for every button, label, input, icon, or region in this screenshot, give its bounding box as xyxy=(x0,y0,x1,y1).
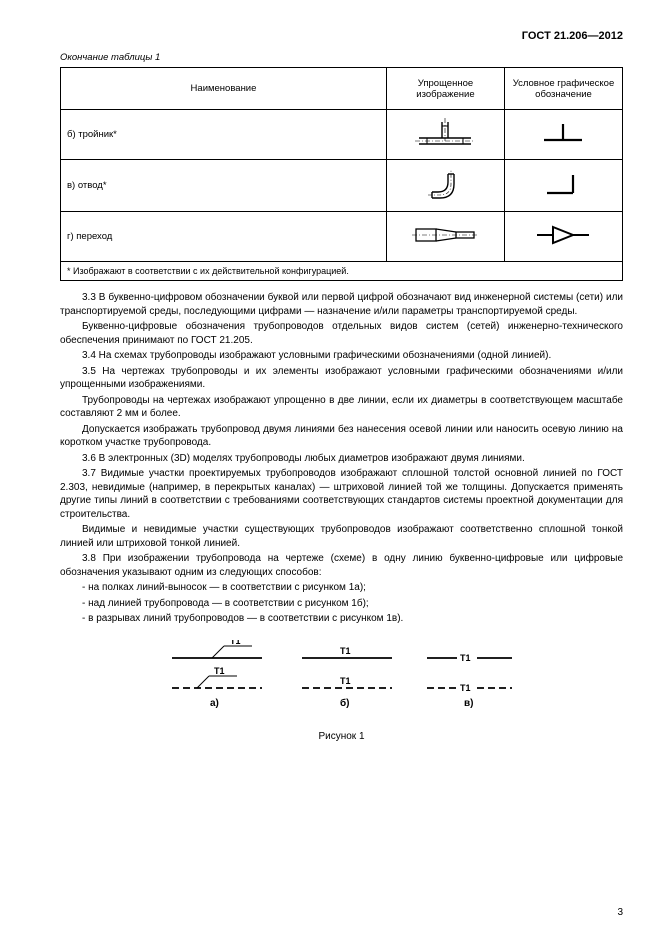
list-item: - на полках линий-выносок — в соответств… xyxy=(60,581,623,595)
paragraph: Видимые и невидимые участки существующих… xyxy=(60,523,623,550)
tee-conventional-icon xyxy=(504,110,622,160)
svg-text:Т1: Т1 xyxy=(214,666,225,676)
tee-simplified-icon xyxy=(386,110,504,160)
body-text: 3.3 В буквенно-цифровом обозначении букв… xyxy=(60,291,623,626)
list-item: - в разрывах линий трубопроводов — в соо… xyxy=(60,612,623,626)
table-row: б) тройник* xyxy=(61,110,623,160)
row-label: в) отвод* xyxy=(61,160,387,212)
document-code: ГОСТ 21.206—2012 xyxy=(60,30,623,42)
reducer-simplified-icon xyxy=(386,212,504,262)
list-item: - над линией трубопровода — в соответств… xyxy=(60,597,623,611)
header-name: Наименование xyxy=(61,68,387,110)
elbow-simplified-icon xyxy=(386,160,504,212)
table-1: Наименование Упрощенное изображение Усло… xyxy=(60,67,623,281)
elbow-conventional-icon xyxy=(504,160,622,212)
table-row: г) переход xyxy=(61,212,623,262)
table-footnote: * Изображают в соответствии с их действи… xyxy=(61,262,623,281)
header-simplified: Упрощенное изображение xyxy=(386,68,504,110)
figure-1-svg: Т1 Т1 а) Т1 Т1 б) Т1 Т1 в) xyxy=(152,640,532,720)
row-label: г) переход xyxy=(61,212,387,262)
svg-text:в): в) xyxy=(464,698,473,709)
svg-text:Т1: Т1 xyxy=(460,653,471,663)
paragraph: 3.7 Видимые участки проектируемых трубоп… xyxy=(60,467,623,521)
table-header-row: Наименование Упрощенное изображение Усло… xyxy=(61,68,623,110)
row-label: б) тройник* xyxy=(61,110,387,160)
figure-1: Т1 Т1 а) Т1 Т1 б) Т1 Т1 в) Рисунок 1 xyxy=(60,640,623,742)
reducer-conventional-icon xyxy=(504,212,622,262)
paragraph: 3.3 В буквенно-цифровом обозначении букв… xyxy=(60,291,623,318)
page: ГОСТ 21.206—2012 Окончание таблицы 1 Наи… xyxy=(0,0,661,936)
svg-text:Т1: Т1 xyxy=(460,683,471,693)
table-footnote-row: * Изображают в соответствии с их действи… xyxy=(61,262,623,281)
page-number: 3 xyxy=(617,907,623,918)
table-continuation-note: Окончание таблицы 1 xyxy=(60,52,623,63)
paragraph: 3.6 В электронных (3D) моделях трубопров… xyxy=(60,452,623,466)
paragraph: Допускается изображать трубопровод двумя… xyxy=(60,423,623,450)
header-conventional: Условное графическое обозначение xyxy=(504,68,622,110)
svg-text:Т1: Т1 xyxy=(340,646,351,656)
svg-text:б): б) xyxy=(340,697,350,709)
paragraph: Трубопроводы на чертежах изображают упро… xyxy=(60,394,623,421)
svg-text:а): а) xyxy=(210,698,219,709)
paragraph: 3.5 На чертежах трубопроводы и их элемен… xyxy=(60,365,623,392)
paragraph: 3.4 На схемах трубопроводы изображают ус… xyxy=(60,349,623,363)
svg-text:Т1: Т1 xyxy=(340,676,351,686)
table-row: в) отвод* xyxy=(61,160,623,212)
paragraph: Буквенно-цифровые обозначения трубопрово… xyxy=(60,320,623,347)
paragraph: 3.8 При изображении трубопровода на черт… xyxy=(60,552,623,579)
figure-caption: Рисунок 1 xyxy=(60,731,623,742)
label-t1: Т1 xyxy=(230,640,241,646)
